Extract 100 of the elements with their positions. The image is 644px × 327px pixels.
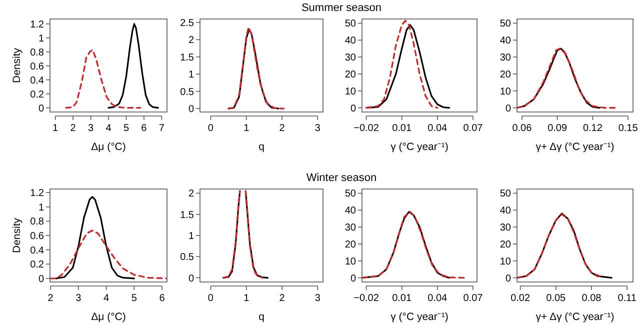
y-tick-label: 0.6: [30, 231, 44, 242]
y-tick-label: 20: [344, 69, 356, 80]
y-tick-label: 0.5: [180, 86, 194, 98]
x-tick-label: 0.09: [548, 123, 568, 134]
y-tick-label: 1: [38, 202, 44, 214]
y-tick-label: 40: [344, 206, 356, 217]
y-tick-label: 50: [344, 18, 356, 30]
x-tick-label: 2: [279, 123, 286, 134]
x-axis-title: γ (°C year⁻¹): [390, 141, 448, 153]
y-tick-label: 40: [500, 206, 512, 217]
x-tick-label: 5: [131, 293, 138, 304]
x-axis-title: Δμ (°C): [91, 311, 126, 323]
x-axis-title: γ+ Δγ (°C year⁻¹): [536, 311, 614, 323]
y-tick-label: 50: [500, 188, 512, 200]
y-tick-label: 0.8: [30, 47, 44, 58]
x-tick-label: 0: [208, 293, 214, 304]
x-tick-label: 1: [244, 293, 250, 304]
y-tick-label: 10: [500, 86, 512, 98]
x-tick-label: 0.12: [582, 123, 603, 134]
line-series: [365, 20, 438, 109]
y-tick-label: 40: [500, 36, 512, 47]
y-tick-label: 0.5: [180, 252, 194, 264]
y-tick-label: 0.8: [30, 216, 44, 228]
y-tick-label: 30: [344, 52, 356, 64]
y-tick-label: 1.5: [180, 210, 194, 221]
y-tick-label: 20: [344, 239, 356, 250]
y-tick-label: 0: [38, 274, 44, 285]
y-axis-title: Density: [11, 217, 23, 254]
x-tick-label: 5: [123, 123, 130, 134]
x-tick-label: 1: [52, 123, 59, 134]
x-tick-label: 0.07: [463, 293, 484, 304]
y-tick-label: 40: [344, 36, 356, 47]
y-tick-label: 30: [500, 222, 512, 234]
y-tick-label: 2: [188, 35, 194, 46]
x-tick-label: 0.11: [618, 293, 637, 304]
x-tick-label: 0.04: [428, 293, 448, 304]
y-tick-label: 0.4: [30, 75, 44, 86]
y-tick-label: 10: [344, 256, 356, 268]
x-tick-label: 0: [208, 123, 214, 134]
x-tick-label: 1: [244, 123, 250, 134]
y-tick-label: 2: [188, 188, 194, 200]
y-tick-label: 30: [344, 222, 356, 234]
x-tick-label: −0.02: [354, 293, 380, 304]
x-tick-label: 0.08: [582, 293, 602, 304]
x-axis-title: q: [258, 141, 265, 153]
x-tick-label: 2: [48, 293, 54, 304]
y-tick-label: 1.5: [180, 52, 194, 64]
x-tick-label: 4: [103, 293, 110, 304]
x-tick-label: 0.01: [392, 123, 412, 134]
y-tick-label: 0.2: [30, 89, 44, 100]
x-tick-label: 7: [158, 123, 165, 134]
y-tick-label: 1: [188, 231, 194, 242]
x-tick-label: 0.07: [463, 123, 484, 134]
y-tick-label: 0: [350, 273, 356, 284]
x-tick-label: 3: [88, 123, 94, 134]
line-series: [50, 230, 167, 280]
y-tick-label: 0.2: [30, 260, 44, 271]
x-tick-label: 2: [279, 293, 286, 304]
text: Winter season: [306, 172, 377, 184]
x-tick-label: 4: [106, 123, 112, 134]
y-tick-label: 0: [188, 273, 194, 284]
y-tick-label: 0: [505, 273, 512, 284]
line-series: [517, 48, 616, 109]
y-tick-label: 10: [500, 256, 512, 268]
x-tick-label: 0.02: [510, 293, 530, 304]
x-tick-label: 0.15: [618, 123, 638, 134]
y-tick-label: 0.6: [30, 61, 44, 72]
x-tick-label: 6: [159, 293, 166, 304]
x-tick-label: 0.01: [392, 293, 412, 304]
y-tick-label: 0.4: [30, 245, 44, 256]
x-tick-label: 0.06: [512, 123, 532, 134]
y-axis-title: Density: [11, 47, 23, 84]
y-tick-label: 20: [500, 239, 512, 250]
x-axis-title: q: [258, 311, 265, 323]
x-tick-label: 0.04: [428, 123, 448, 134]
x-axis-title: Δμ (°C): [91, 141, 126, 153]
x-tick-label: 0.05: [546, 293, 566, 304]
y-tick-label: 10: [344, 86, 356, 98]
x-tick-label: 3: [314, 123, 321, 134]
y-tick-label: 1: [38, 33, 44, 44]
y-tick-label: 20: [500, 69, 512, 80]
y-tick-label: 0: [350, 103, 356, 114]
y-tick-label: 1: [188, 70, 194, 81]
y-tick-label: 30: [500, 52, 512, 64]
text: Summer season: [301, 2, 382, 14]
y-tick-label: 1.2: [30, 19, 44, 30]
y-tick-label: 0: [505, 103, 512, 114]
x-axis-title: γ+ Δγ (°C year⁻¹): [536, 141, 614, 153]
y-tick-label: 50: [344, 188, 356, 200]
x-tick-label: 2: [70, 123, 76, 134]
x-tick-label: 3: [314, 293, 321, 304]
y-tick-label: 1.2: [30, 188, 44, 200]
y-tick-label: 2.5: [180, 18, 194, 29]
x-tick-label: 6: [141, 123, 148, 134]
line-series: [65, 48, 142, 109]
x-tick-label: −0.02: [354, 123, 380, 134]
x-axis-title: γ (°C year⁻¹): [390, 311, 448, 323]
line-series: [108, 23, 159, 109]
x-tick-label: 3: [76, 293, 82, 304]
line-series: [55, 196, 135, 280]
